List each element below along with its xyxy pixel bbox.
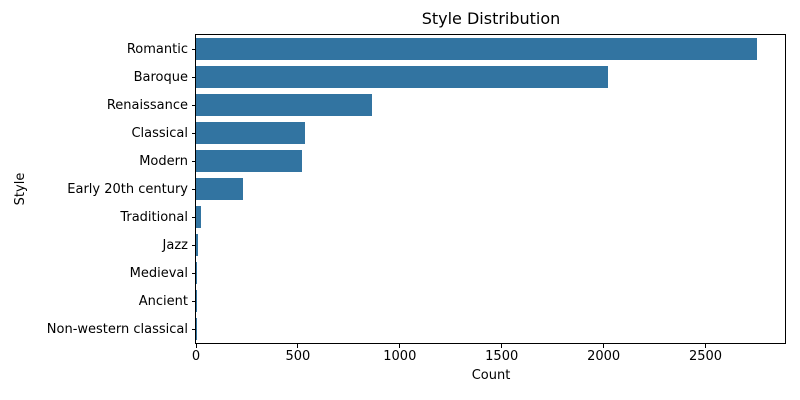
- bar: [196, 66, 608, 88]
- y-tick-label: Romantic: [126, 41, 188, 57]
- bar: [196, 234, 199, 256]
- y-tick-label: Early 20th century: [67, 181, 188, 197]
- x-tick-label: 1500: [485, 349, 519, 364]
- x-tick-mark: [297, 344, 299, 348]
- bar: [196, 38, 758, 60]
- y-tick-label: Medieval: [129, 265, 188, 281]
- y-tick-mark: [191, 328, 196, 330]
- y-tick-mark: [191, 272, 196, 274]
- bar: [196, 94, 373, 116]
- bar: [196, 150, 302, 172]
- y-tick-label: Baroque: [133, 69, 188, 85]
- y-tick-mark: [191, 76, 196, 78]
- x-tick-label: 2000: [587, 349, 621, 364]
- y-tick-mark: [191, 160, 196, 162]
- y-tick-mark: [191, 244, 196, 246]
- x-tick-label: 0: [191, 349, 201, 364]
- x-tick-label: 2500: [688, 349, 723, 364]
- bar: [196, 122, 306, 144]
- x-tick-mark: [195, 344, 197, 348]
- y-tick-label: Ancient: [138, 293, 188, 309]
- y-tick-mark: [191, 104, 196, 106]
- y-tick-mark: [191, 48, 196, 50]
- y-tick-label: Traditional: [120, 209, 188, 225]
- y-tick-label: Classical: [131, 125, 188, 141]
- y-tick-mark: [191, 132, 196, 134]
- y-tick-label: Non-western classical: [46, 321, 188, 337]
- y-tick-label: Modern: [139, 153, 188, 169]
- x-axis-label: Count: [471, 368, 511, 383]
- x-tick-mark: [603, 344, 605, 348]
- y-tick-label: Renaissance: [106, 97, 188, 113]
- x-tick-label: 500: [285, 349, 311, 364]
- bar: [196, 206, 201, 228]
- x-tick-mark: [501, 344, 503, 348]
- y-tick-mark: [191, 216, 196, 218]
- y-tick-label: Jazz: [162, 237, 188, 253]
- x-tick-mark: [399, 344, 401, 348]
- bar: [196, 262, 197, 284]
- chart-title: Style Distribution: [421, 9, 561, 28]
- y-tick-mark: [191, 300, 196, 302]
- x-tick-mark: [705, 344, 706, 348]
- x-tick-label: 1000: [383, 349, 417, 364]
- bar: [196, 178, 243, 200]
- y-tick-mark: [191, 188, 196, 190]
